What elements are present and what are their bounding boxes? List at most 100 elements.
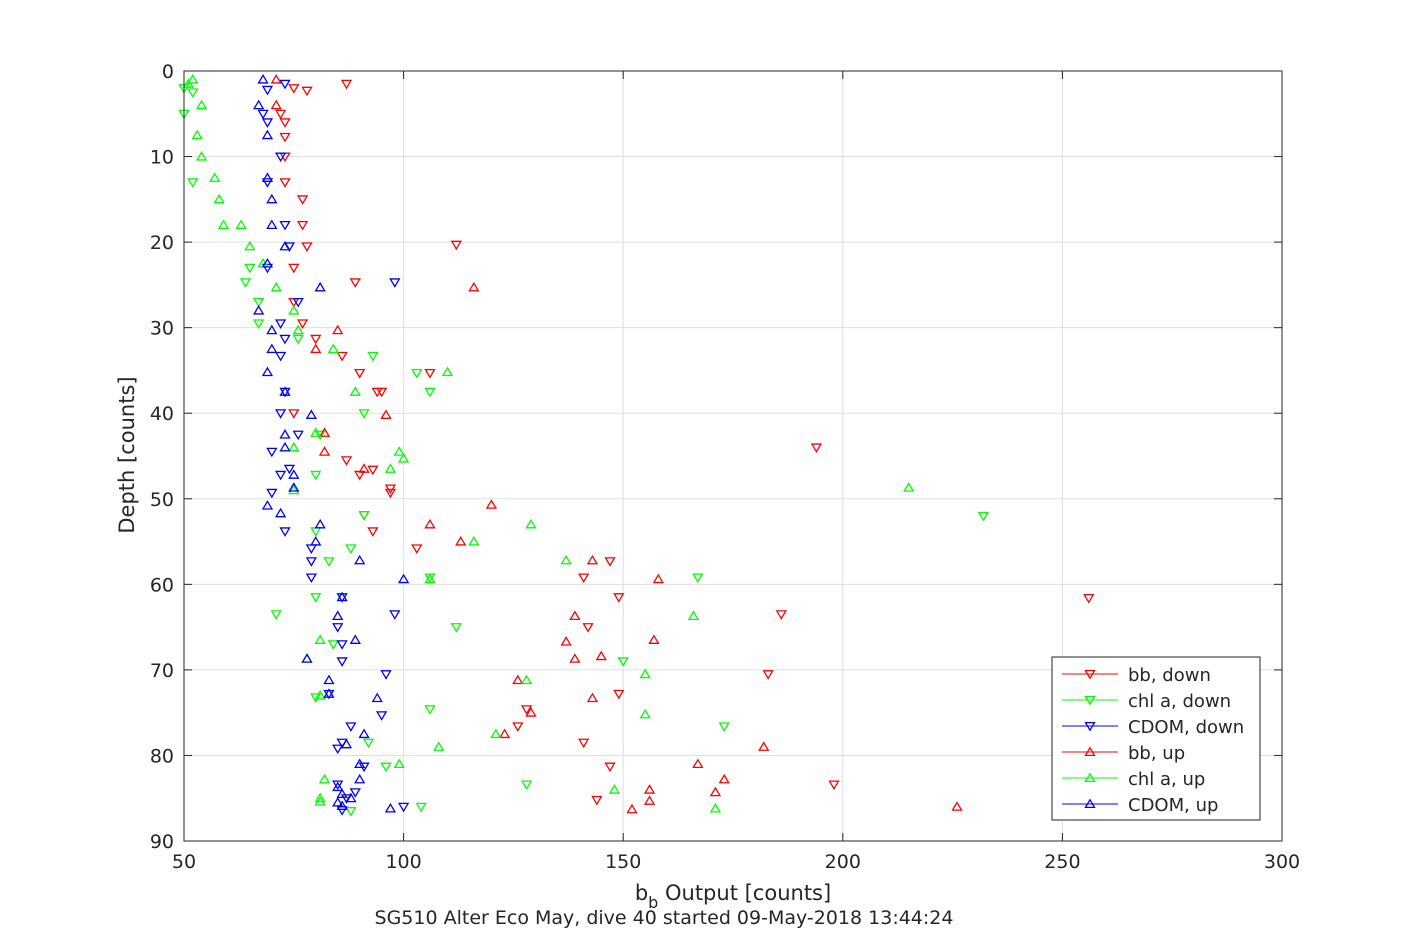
data-point [512, 674, 524, 685]
data-point [266, 324, 278, 335]
data-point [692, 758, 704, 769]
data-point [358, 409, 370, 419]
data-point [279, 441, 291, 452]
data-point [613, 593, 625, 603]
data-point [279, 386, 291, 396]
data-point [371, 692, 383, 703]
data-point [314, 796, 326, 806]
data-point [384, 488, 397, 499]
x-tick-label: 200 [825, 851, 861, 873]
data-point [393, 758, 405, 769]
data-point [270, 610, 282, 620]
data-point [310, 343, 322, 354]
data-point [187, 178, 199, 188]
data-point [266, 488, 278, 499]
data-point [758, 741, 770, 751]
x-tick-label: 100 [385, 851, 421, 873]
data-point [235, 219, 247, 230]
data-point [512, 722, 524, 732]
data-point [288, 441, 300, 452]
data-point [977, 511, 989, 522]
data-point [468, 281, 480, 292]
data-point [261, 500, 274, 510]
data-point [274, 409, 287, 419]
data-point [332, 744, 344, 755]
data-point [332, 623, 344, 633]
legend-item: CDOM, down [1062, 717, 1244, 738]
data-point [643, 795, 656, 805]
legend-item: CDOM, up [1062, 795, 1218, 816]
data-point [639, 708, 651, 719]
data-point [397, 453, 410, 463]
data-point [305, 409, 318, 419]
data-point [310, 334, 322, 345]
data-point [384, 463, 397, 473]
data-point [318, 427, 331, 437]
data-point [424, 518, 436, 529]
data-point [692, 573, 704, 584]
data-point [310, 535, 322, 546]
data-point [424, 387, 436, 398]
data-point [762, 670, 774, 680]
data-point [261, 257, 274, 268]
data-point [261, 85, 274, 96]
series-bb-up [270, 73, 963, 814]
data-point [261, 118, 274, 128]
data-point [415, 802, 427, 813]
data-point [354, 773, 366, 784]
x-axis-label-subscript: b [648, 893, 658, 912]
data-point [288, 263, 300, 274]
data-point [279, 118, 291, 128]
data-point [367, 465, 379, 476]
data-point [274, 351, 287, 362]
legend-marker [1084, 669, 1096, 680]
y-tick-label: 30 [150, 318, 174, 340]
data-point [279, 429, 291, 439]
data-point [187, 88, 199, 98]
chart-title: SG510 Alter Eco May, dive 40 started 09-… [375, 907, 954, 929]
data-point [626, 803, 638, 814]
data-point [397, 802, 410, 813]
data-point [525, 518, 537, 529]
data-point [274, 152, 287, 163]
data-point [525, 707, 537, 717]
data-point [389, 610, 401, 620]
data-point [244, 263, 256, 274]
data-point [292, 334, 304, 345]
data-point [498, 728, 511, 739]
data-point [441, 366, 454, 377]
data-point [450, 240, 462, 251]
data-point [340, 79, 353, 90]
data-point [340, 456, 353, 466]
legend-item: bb, up [1062, 743, 1185, 764]
data-point [332, 780, 344, 791]
data-point [718, 773, 730, 784]
data-point [424, 573, 436, 584]
data-point [810, 443, 823, 454]
data-point [327, 640, 339, 650]
data-point [288, 482, 300, 492]
data-point [266, 447, 278, 458]
data-point [261, 366, 274, 377]
data-point [376, 711, 388, 721]
data-point [586, 554, 599, 565]
data-point [560, 554, 572, 565]
data-point [253, 304, 265, 315]
data-point [266, 193, 278, 204]
y-axis-label: Depth [counts] [115, 376, 139, 533]
data-point [613, 689, 625, 700]
data-point [336, 788, 348, 798]
data-point [318, 773, 331, 784]
data-point [336, 351, 348, 362]
data-point [354, 554, 366, 565]
data-point [595, 650, 607, 661]
data-point [292, 430, 304, 441]
legend-box [1051, 656, 1261, 821]
data-point [323, 674, 335, 685]
data-point [903, 482, 915, 492]
data-point [332, 781, 344, 792]
legend-marker [1084, 746, 1096, 757]
data-point [520, 674, 533, 685]
